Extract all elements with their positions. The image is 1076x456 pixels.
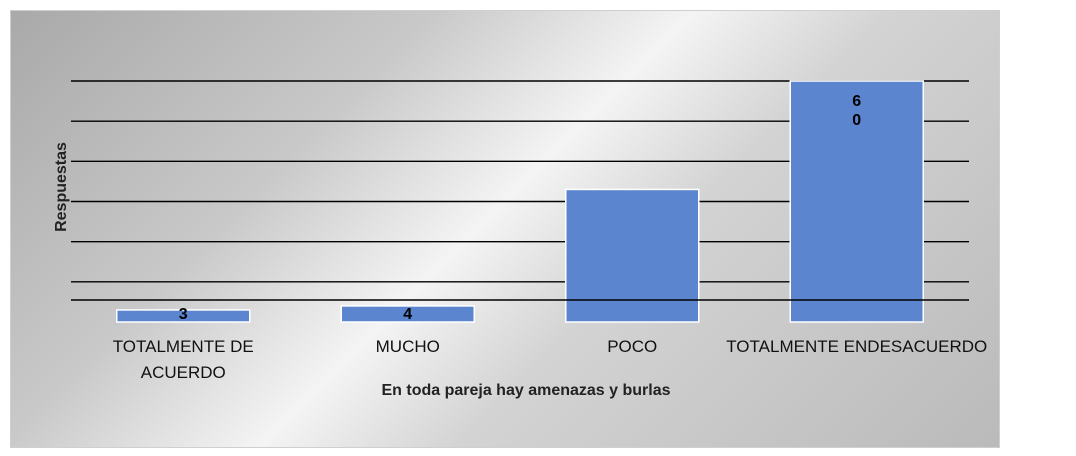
bar: [340, 305, 475, 323]
data-label: 4: [403, 306, 412, 323]
data-label: 6: [852, 93, 861, 110]
data-label: 0: [852, 112, 861, 129]
data-label: 3: [179, 306, 188, 323]
y-axis-title: Respuestas: [53, 142, 70, 232]
x-tick-label: TOTALMENTE ENDESACUERDO: [726, 337, 987, 356]
x-tick-label: POCO: [607, 337, 657, 356]
bar-chart: 3 4 6 0 TOTALMENTE DE ACUERDO MUCHO POCO TOTALME…: [53, 80, 987, 399]
x-tick-label: MUCHO: [376, 337, 440, 356]
chart-area: 3 4 6 0 TOTALMENTE DE ACUERDO MUCHO POCO TOTALME…: [10, 10, 1000, 448]
x-tick-label: ACUERDO: [141, 363, 226, 382]
x-tick-label: TOTALMENTE DE: [113, 337, 254, 356]
x-axis-title: En toda pareja hay amenazas y burlas: [381, 382, 670, 399]
bar: [565, 188, 700, 323]
bar: [116, 309, 251, 323]
bar: [789, 80, 924, 323]
